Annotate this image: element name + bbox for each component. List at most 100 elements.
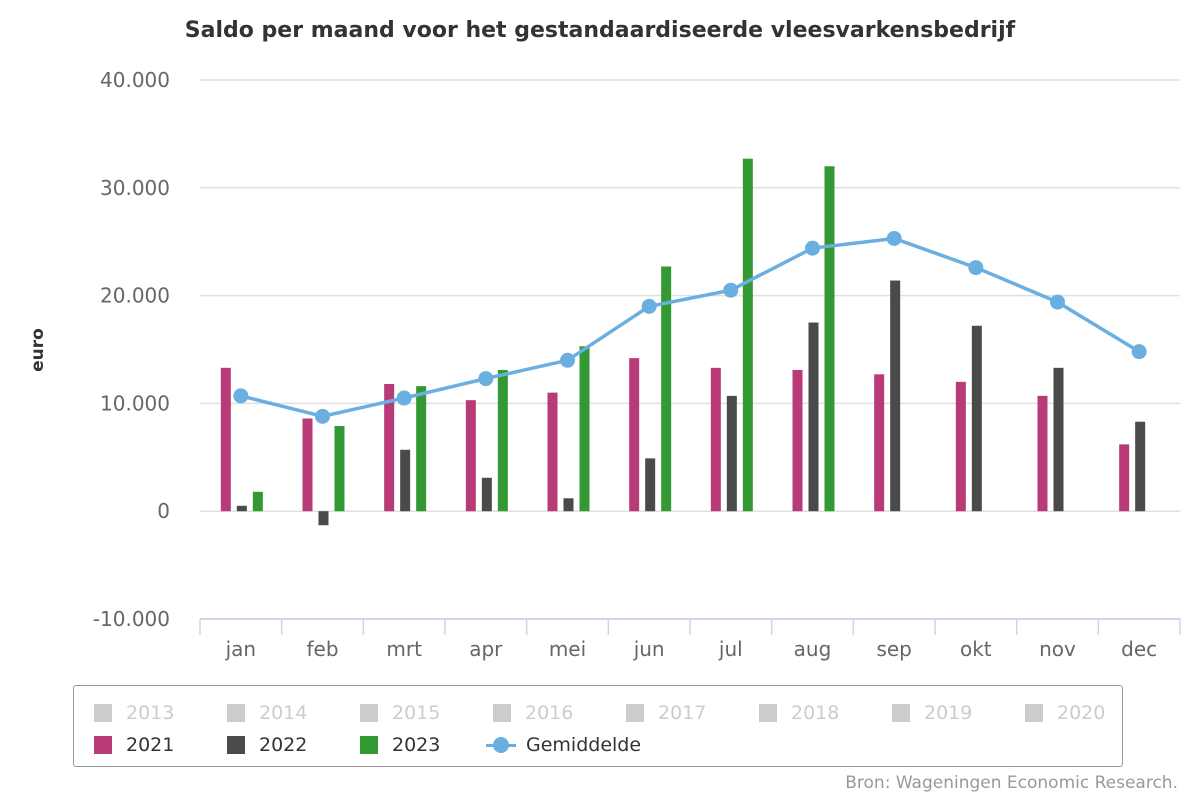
legend-swatch-icon xyxy=(626,704,644,722)
bar-2021-apr xyxy=(465,400,476,512)
legend-label: 2019 xyxy=(924,702,973,724)
x-tick-label: feb xyxy=(306,637,338,661)
legend-label: Gemiddelde xyxy=(526,734,642,756)
x-tick-label: sep xyxy=(876,637,911,661)
bar-2022-mei xyxy=(563,498,574,512)
bar-2021-jul xyxy=(710,367,721,512)
legend-label: 2018 xyxy=(791,702,840,724)
legend-swatch-icon xyxy=(493,704,511,722)
legend-label: 2013 xyxy=(126,702,175,724)
legend-item-2021[interactable]: 2021 xyxy=(94,734,174,756)
legend-item-2013[interactable]: 2013 xyxy=(94,702,174,724)
bar-2022-jan xyxy=(236,505,247,512)
point-gemiddelde-dec xyxy=(1131,344,1147,360)
y-tick-label: 0 xyxy=(157,499,170,523)
legend-item-2020[interactable]: 2020 xyxy=(1025,702,1105,724)
point-gemiddelde-mei xyxy=(560,352,575,368)
legend-label: 2014 xyxy=(259,702,308,724)
legend-item-2019[interactable]: 2019 xyxy=(892,702,972,724)
bar-2023-apr xyxy=(497,369,508,512)
legend-swatch-icon xyxy=(892,704,910,722)
source-credit: Bron: Wageningen Economic Research. xyxy=(845,773,1178,793)
y-axis-label: euro xyxy=(28,328,48,372)
legend-item-2022[interactable]: 2022 xyxy=(227,734,307,756)
legend-item-2014[interactable]: 2014 xyxy=(227,702,307,724)
y-tick-label: 10.000 xyxy=(100,391,170,415)
x-tick-label: mei xyxy=(549,637,586,661)
legend-label: 2020 xyxy=(1057,702,1106,724)
x-tick-label: jul xyxy=(718,637,743,661)
point-gemiddelde-nov xyxy=(1050,294,1065,310)
y-tick-label: 40.000 xyxy=(100,68,170,92)
x-tick-label: apr xyxy=(469,637,503,661)
bar-2021-mei xyxy=(547,392,558,512)
point-gemiddelde-sep xyxy=(886,230,902,246)
x-tick-label: nov xyxy=(1039,637,1076,661)
bar-2022-sep xyxy=(890,280,901,512)
bar-2022-apr xyxy=(481,477,492,512)
bar-2021-nov xyxy=(1037,395,1048,512)
bar-2021-sep xyxy=(874,374,885,512)
legend-swatch-icon xyxy=(1025,704,1043,722)
legend-item-2023[interactable]: 2023 xyxy=(360,734,440,756)
bar-2021-okt xyxy=(955,381,966,512)
point-gemiddelde-mrt xyxy=(396,390,412,406)
legend-label: 2016 xyxy=(525,702,574,724)
bar-2021-feb xyxy=(302,418,313,512)
bar-2021-dec xyxy=(1119,444,1130,512)
bar-2023-jul xyxy=(742,158,753,512)
legend-label: 2023 xyxy=(392,734,441,756)
bar-2022-jun xyxy=(645,458,656,512)
bar-2022-nov xyxy=(1053,367,1064,512)
bar-2021-jan xyxy=(220,367,231,512)
chart: Saldo per maand voor het gestandaardisee… xyxy=(28,18,1181,661)
x-tick-label: jan xyxy=(225,637,257,661)
x-tick-label: dec xyxy=(1121,637,1157,661)
chart-title: Saldo per maand voor het gestandaardisee… xyxy=(185,18,1016,43)
legend-swatch-icon xyxy=(227,704,245,722)
x-tick-label: mrt xyxy=(386,637,422,661)
bar-2021-aug xyxy=(792,369,803,512)
legend-label: 2021 xyxy=(126,734,175,756)
bar-2023-feb xyxy=(334,426,345,512)
legend-item-2015[interactable]: 2015 xyxy=(360,702,440,724)
point-gemiddelde-okt xyxy=(968,260,984,276)
point-gemiddelde-jul xyxy=(723,282,739,298)
bar-2021-mrt xyxy=(384,383,395,512)
bar-2021-jun xyxy=(629,358,640,512)
legend-swatch-icon xyxy=(94,736,112,754)
legend-item-Gemiddelde[interactable]: Gemiddelde xyxy=(486,734,641,756)
line-marker-icon xyxy=(486,736,516,754)
bar-2023-mei xyxy=(579,346,590,512)
x-tick-label: jun xyxy=(633,637,665,661)
point-gemiddelde-feb xyxy=(315,408,330,424)
point-gemiddelde-apr xyxy=(478,371,494,387)
legend-swatch-icon xyxy=(759,704,777,722)
legend-label: 2015 xyxy=(392,702,441,724)
legend-item-2016[interactable]: 2016 xyxy=(493,702,573,724)
bar-2022-aug xyxy=(808,322,819,512)
x-tick-label: okt xyxy=(960,637,992,661)
point-gemiddelde-jun xyxy=(641,298,657,314)
y-tick-label: 30.000 xyxy=(100,176,170,200)
legend: 2013 2014 2015 2016 2017 2018 2019 2020 2021 2022… xyxy=(73,685,1123,767)
point-gemiddelde-jan xyxy=(233,388,249,404)
legend-swatch-icon xyxy=(360,736,378,754)
bar-2023-jan xyxy=(252,491,263,512)
legend-item-2018[interactable]: 2018 xyxy=(759,702,839,724)
legend-label: 2017 xyxy=(658,702,707,724)
line-gemiddelde xyxy=(240,236,1141,419)
legend-swatch-icon xyxy=(94,704,112,722)
y-tick-label: -10.000 xyxy=(93,607,170,631)
legend-item-2017[interactable]: 2017 xyxy=(626,702,706,724)
bar-2022-feb xyxy=(318,511,329,526)
legend-swatch-icon xyxy=(227,736,245,754)
legend-swatch-icon xyxy=(360,704,378,722)
bar-2022-dec xyxy=(1135,421,1146,512)
point-gemiddelde-aug xyxy=(805,240,820,256)
bar-2022-mrt xyxy=(400,449,411,512)
bar-2023-mrt xyxy=(416,386,427,512)
x-tick-label: aug xyxy=(794,637,832,661)
bar-2022-okt xyxy=(971,325,982,512)
bar-2022-jul xyxy=(726,395,737,512)
